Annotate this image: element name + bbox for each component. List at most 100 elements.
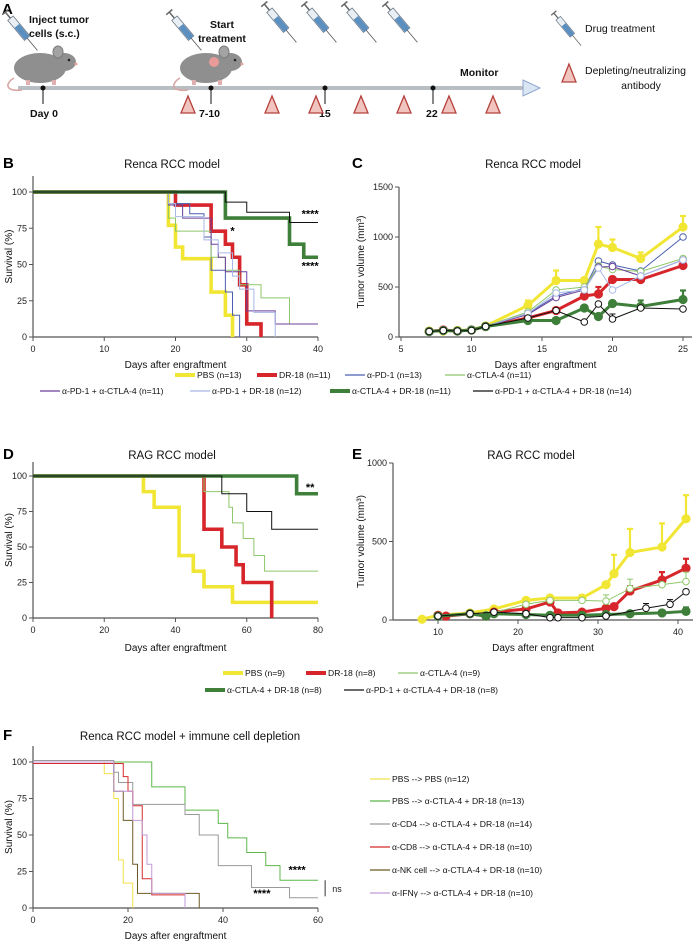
data-point bbox=[609, 602, 619, 612]
x-tick-label: 60 bbox=[242, 625, 252, 635]
data-point bbox=[578, 596, 586, 605]
legend-label: α-PD-1 + DR-18 (n=12) bbox=[212, 386, 302, 396]
legend-item: PBS (n=13) bbox=[175, 370, 242, 380]
significance-stars: **** bbox=[302, 208, 320, 220]
data-point bbox=[466, 609, 474, 618]
data-point bbox=[602, 612, 610, 620]
x-axis-label: Days after engraftment bbox=[125, 360, 227, 371]
x-tick-label: 30 bbox=[593, 627, 603, 637]
antibody-triangle-icon bbox=[561, 62, 577, 83]
data-point bbox=[681, 606, 691, 616]
antibody-triangle-icon bbox=[353, 94, 369, 114]
x-tick-label: 5 bbox=[398, 344, 403, 354]
data-point bbox=[579, 303, 589, 313]
x-tick-label: 30 bbox=[242, 344, 252, 354]
survival-curve bbox=[33, 474, 318, 496]
survival-curve bbox=[33, 190, 235, 337]
y-tick-label: 0 bbox=[382, 615, 387, 625]
survival-curve bbox=[33, 191, 318, 223]
legend-item: α-PD-1 + DR-18 (n=12) bbox=[190, 386, 302, 396]
data-point bbox=[678, 260, 688, 271]
data-point bbox=[554, 613, 562, 622]
mouse-icon bbox=[7, 45, 78, 92]
series-1 bbox=[33, 761, 134, 908]
antibody-triangle-icon bbox=[485, 94, 501, 114]
legend-drug-treatment: Drug treatment bbox=[585, 23, 655, 35]
panel-a-schematic: A Day 0 7-10 15 22 Inject tumor cells (s… bbox=[1, 0, 686, 120]
x-tick-label: 0 bbox=[30, 625, 35, 635]
x-tick-label: 40 bbox=[218, 915, 228, 925]
legend-item: α-CTLA-4 (n=9) bbox=[398, 668, 480, 678]
data-point bbox=[439, 326, 448, 335]
series-5 bbox=[33, 761, 200, 908]
data-point bbox=[580, 286, 589, 294]
survival-curve bbox=[33, 762, 186, 908]
series-6 bbox=[33, 761, 186, 908]
legend-label: PBS --> α-CTLA-4 + DR-18 (n=13) bbox=[392, 796, 524, 806]
survival-curve bbox=[33, 474, 274, 618]
antibody-triangle-icon bbox=[441, 94, 457, 114]
x-axis-label: Days after engraftment bbox=[495, 360, 597, 371]
series-6 bbox=[33, 191, 276, 337]
x-tick-label: 10 bbox=[99, 344, 109, 354]
series-5 bbox=[434, 587, 690, 622]
legend-item: α-CTLA-4 + DR-18 (n=11) bbox=[330, 386, 451, 396]
data-point bbox=[608, 315, 617, 323]
legend-label: α-CTLA-4 (n=9) bbox=[420, 668, 480, 678]
data-point bbox=[593, 239, 604, 249]
series-line bbox=[429, 298, 684, 333]
legend-item: PBS (n=9) bbox=[223, 668, 285, 678]
data-point bbox=[679, 305, 687, 313]
legend-item: α-PD-1 + α-CTLA-4 + DR-18 (n=14) bbox=[473, 386, 632, 396]
legend-f: PBS --> PBS (n=12) PBS --> α-CTLA-4 + DR-… bbox=[370, 774, 542, 898]
data-point bbox=[524, 314, 532, 322]
y-tick-label: 500 bbox=[372, 537, 387, 547]
data-point bbox=[453, 327, 462, 335]
legend-label: α-PD-1 + α-CTLA-4 + DR-18 (n=8) bbox=[366, 685, 498, 695]
x-tick-label: 20 bbox=[99, 625, 109, 635]
legend-antibody: antibody bbox=[621, 80, 661, 92]
panel-label-f: F bbox=[3, 727, 12, 744]
y-tick-label: 50 bbox=[17, 542, 27, 552]
data-point bbox=[678, 222, 688, 232]
antibody-triangles bbox=[180, 94, 501, 114]
y-tick-label: 0 bbox=[22, 613, 27, 623]
y-tick-label: 1000 bbox=[373, 232, 393, 242]
legend-item: α-NK cell --> α-CTLA-4 + DR-18 (n=10) bbox=[370, 865, 542, 875]
panel-label-d: D bbox=[3, 446, 14, 463]
legend-label: α-CTLA-4 + DR-18 (n=11) bbox=[352, 386, 451, 396]
x-tick-label: 20 bbox=[170, 344, 180, 354]
y-tick-label: 100 bbox=[12, 757, 27, 767]
syringes bbox=[1, 0, 418, 51]
data-point bbox=[642, 604, 650, 613]
chart-title: Renca RCC model bbox=[124, 159, 220, 171]
data-point bbox=[417, 614, 427, 624]
data-point bbox=[625, 547, 635, 558]
legend-label: α-IFNγ --> α-CTLA-4 + DR-18 (n=10) bbox=[392, 888, 533, 898]
series-2 bbox=[33, 474, 274, 618]
antibody-triangle-icon bbox=[396, 94, 412, 114]
x-tick-label: 20 bbox=[513, 627, 523, 637]
y-tick-label: 25 bbox=[17, 578, 27, 588]
data-point bbox=[679, 233, 687, 241]
timepoint-label: 22 bbox=[426, 108, 438, 120]
tumor-icon bbox=[209, 57, 219, 67]
x-tick-label: 0 bbox=[30, 915, 35, 925]
data-point bbox=[546, 596, 554, 605]
inject-label: cells (s.c.) bbox=[29, 28, 80, 40]
data-point bbox=[425, 327, 434, 336]
y-tick-label: 25 bbox=[17, 867, 27, 877]
y-axis-label: Survival (%) bbox=[4, 800, 15, 854]
legend-label: α-NK cell --> α-CTLA-4 + DR-18 (n=10) bbox=[392, 865, 542, 875]
data-point bbox=[657, 542, 667, 552]
legend-label: α-CD8 --> α-CTLA-4 + DR-18 (n=10) bbox=[392, 842, 532, 852]
significance-stars: ** bbox=[306, 482, 315, 494]
survival-curve bbox=[33, 475, 318, 572]
legend-item: α-CTLA-4 (n=11) bbox=[445, 370, 531, 380]
legend-item: α-CD4 --> α-CTLA-4 + DR-18 (n=14) bbox=[370, 819, 532, 829]
y-tick-label: 75 bbox=[17, 794, 27, 804]
significance-label: ns bbox=[332, 884, 342, 894]
legend-item: α-PD-1 + α-CTLA-4 (n=11) bbox=[40, 386, 164, 396]
syringe-icon bbox=[550, 10, 582, 46]
data-point bbox=[522, 609, 530, 618]
